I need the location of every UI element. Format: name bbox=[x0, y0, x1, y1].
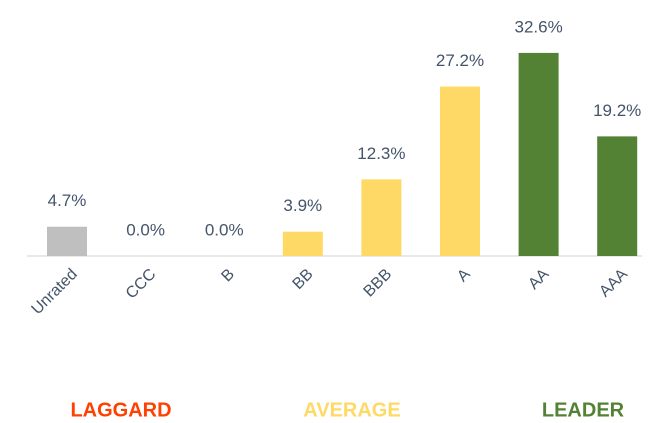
value-label: 4.7% bbox=[48, 191, 87, 210]
bar bbox=[518, 52, 559, 256]
value-label: 27.2% bbox=[436, 51, 484, 70]
value-label: 0.0% bbox=[205, 220, 244, 239]
x-tick-label: BB bbox=[289, 266, 316, 293]
bar bbox=[47, 226, 87, 256]
value-label: 19.2% bbox=[593, 101, 641, 120]
x-tick-label: CCC bbox=[123, 266, 160, 303]
group-label: LEADER bbox=[542, 399, 625, 421]
value-label: 0.0% bbox=[126, 220, 165, 239]
x-tick-label: BBB bbox=[361, 266, 396, 301]
bar bbox=[361, 179, 402, 256]
group-label: LAGGARD bbox=[70, 399, 171, 421]
x-tick-label: Unrated bbox=[29, 266, 81, 318]
x-tick-label: B bbox=[218, 266, 238, 286]
x-tick-label: A bbox=[454, 266, 474, 286]
bar bbox=[597, 136, 638, 256]
value-label: 12.3% bbox=[357, 144, 405, 163]
x-tick-label: AA bbox=[525, 266, 552, 293]
value-label: 32.6% bbox=[514, 17, 562, 36]
x-tick-label: AAA bbox=[596, 266, 631, 301]
group-label: AVERAGE bbox=[303, 399, 400, 421]
bar bbox=[282, 231, 323, 256]
bar bbox=[440, 86, 480, 256]
value-label: 3.9% bbox=[283, 196, 322, 215]
